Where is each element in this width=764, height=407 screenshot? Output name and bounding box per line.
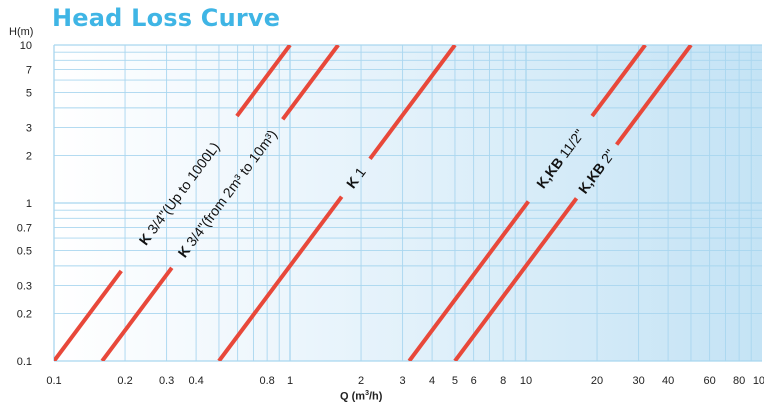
curve-label-size: 2" [595,146,618,169]
x-axis-label-main: Q (m [340,390,366,403]
x-tick-label: 0.4 [188,375,203,387]
y-tick-label: 2 [26,150,32,162]
x-tick-label: 0.3 [159,375,174,387]
x-tick-label: 10 [520,375,532,387]
y-tick-label: 3 [26,123,32,135]
x-axis-label-sup: 3 [365,390,369,397]
y-tick-label: 5 [26,88,32,100]
curve-line [281,45,340,121]
x-axis-label: Q (m3/h) [340,390,382,403]
curve-line [407,200,531,361]
y-tick-label: 0.3 [17,281,32,293]
y-tick-label: 0.7 [17,222,32,234]
x-tick-label: 5 [452,375,458,387]
curves [54,45,693,361]
x-tick-label: 0.8 [259,375,274,387]
y-axis-label: H(m) [9,26,34,38]
y-tick-label: 7 [26,64,32,76]
y-tick-label: 0.2 [17,308,32,320]
grid [53,44,762,362]
curve-line [235,45,292,118]
curve-line [615,45,693,146]
curve-line [590,45,647,118]
x-axis-label-end: /h) [368,390,383,403]
x-tick-label: 0.2 [117,375,132,387]
x-tick-label: 1 [287,375,293,387]
curve-line [54,269,123,361]
x-tick-label: 80 [733,375,745,387]
curve-line [453,197,579,361]
y-tick-label: 0.1 [17,356,32,368]
x-tick-label: 30 [632,375,644,387]
curve-line [217,195,344,361]
x-tick-label: 8 [500,375,506,387]
y-tick-label: 1 [26,198,32,210]
x-tick-label: 4 [429,375,435,387]
x-tick-label: 100 [753,375,764,387]
x-tick-label: 0.1 [46,375,61,387]
curve-line [100,266,174,361]
x-tick-label: 3 [400,375,406,387]
x-tick-label: 40 [662,375,674,387]
x-tick-label: 60 [704,375,716,387]
curve-line [368,45,457,160]
y-tick-label: 0.5 [17,246,32,258]
y-tick-label: 10 [20,40,32,52]
x-tick-label: 6 [471,375,477,387]
x-tick-label: 2 [358,375,364,387]
x-tick-label: 20 [591,375,603,387]
chart-title: Head Loss Curve [52,4,281,32]
ticks: 0.1 0.2 0.3 0.4 0.8 1 2 3 4 5 6 8 10 20 30 40 60 80 100 0.1… [17,40,764,387]
